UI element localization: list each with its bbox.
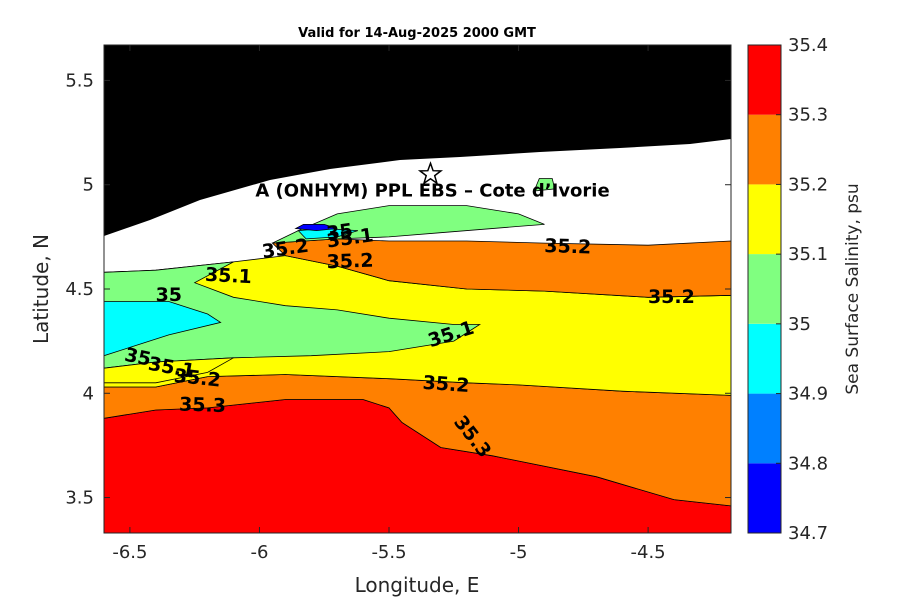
- x-axis-ticks: -6.5 -6 -5.5 -5 -4.5: [112, 45, 666, 563]
- site-label: A (ONHYM) PPL EBS – Cote d’Ivorie: [255, 180, 609, 201]
- colorbar-band-0: [748, 463, 781, 533]
- y-tick-label: 4: [83, 383, 94, 404]
- contour-label-5: 35: [156, 284, 182, 306]
- y-axis-label: Latitude, N: [29, 234, 53, 344]
- chart-title: Valid for 14-Aug-2025 2000 GMT: [298, 26, 536, 41]
- x-tick-label: -5.5: [371, 542, 406, 563]
- contour-label-11: 35.2: [173, 365, 222, 392]
- colorbar-tick-label: 35.1: [788, 244, 828, 265]
- colorbar-tick-label: 35.2: [788, 174, 828, 195]
- colorbar-tick-label: 34.9: [788, 384, 828, 405]
- contour-label-0: 35: [325, 219, 354, 244]
- colorbar-band-5: [748, 114, 781, 185]
- x-tick-label: -4.5: [631, 542, 666, 563]
- colorbar-tick-label: 35.3: [788, 105, 828, 126]
- y-tick-label: 5: [83, 175, 94, 196]
- site-star-icon: [417, 161, 444, 186]
- colorbar-band-3: [748, 254, 781, 324]
- contour-label-13: 35.3: [179, 393, 227, 417]
- colorbar-ticks: 34.7 34.8 34.9 35 35.1 35.2 35.3 35.4: [776, 35, 828, 544]
- colorbar-frame: [747, 44, 782, 534]
- colorbar-label: Sea Surface Salinity, psu: [843, 183, 863, 394]
- x-tick-label: -6: [250, 542, 268, 563]
- colorbar-band-4: [748, 184, 781, 255]
- contour-label-3: 35.2: [326, 250, 374, 274]
- x-tick-label: -6.5: [112, 542, 147, 563]
- land-mass: [104, 45, 731, 236]
- colorbar-tick-label: 34.7: [788, 523, 828, 544]
- contour-region-6: [104, 357, 234, 384]
- y-tick-label: 4.5: [65, 279, 94, 300]
- colorbar-tick-label: 35.4: [788, 35, 828, 56]
- y-tick-label: 5.5: [65, 70, 94, 91]
- colorbar-tick-label: 35: [788, 314, 811, 335]
- colorbar-band-6: [748, 45, 781, 115]
- colorbar-bands: [748, 45, 781, 533]
- contour-label-12: 35.2: [422, 372, 470, 397]
- contour-label-9: 35: [123, 344, 153, 371]
- contour-region-9: [294, 223, 338, 232]
- colorbar-band-1: [748, 393, 781, 464]
- contour-region-5: [104, 301, 222, 357]
- x-tick-label: -5: [510, 542, 528, 563]
- y-axis-ticks: 3.5 4 4.5 5 5.5: [65, 70, 731, 509]
- colorbar-tick-label: 34.8: [788, 453, 828, 474]
- contour-regions: [104, 178, 731, 533]
- contour-label-4: 35.1: [204, 264, 252, 288]
- x-axis-label: Longitude, E: [355, 573, 480, 597]
- site-marker-group: A (ONHYM) PPL EBS – Cote d’Ivorie: [255, 161, 610, 201]
- y-tick-label: 3.5: [65, 488, 94, 509]
- colorbar-band-2: [748, 323, 781, 394]
- colorbar: 34.7 34.8 34.9 35 35.1 35.2 35.3 35.4 Sea Surfa…: [747, 35, 863, 544]
- contour-region-3: [271, 238, 731, 298]
- contour-region-10: [533, 178, 556, 192]
- contour-label-7: 35.2: [648, 286, 695, 308]
- contour-label-6: 35.2: [544, 235, 592, 259]
